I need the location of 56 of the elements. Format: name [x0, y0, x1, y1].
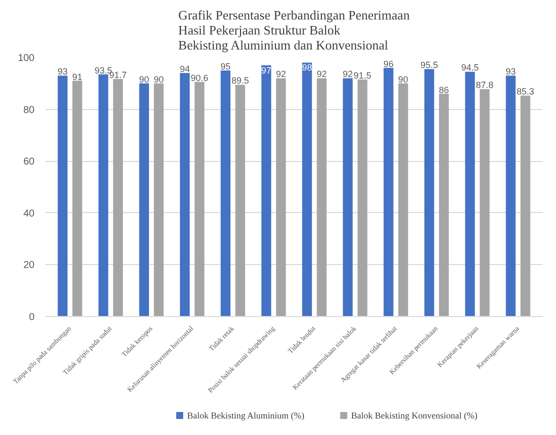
data-label: 86 — [438, 84, 449, 95]
bar — [180, 73, 190, 316]
data-label: 90 — [154, 74, 164, 84]
y-tick-label: 100 — [18, 53, 35, 64]
data-label: 91 — [72, 72, 82, 82]
bar — [358, 80, 368, 316]
bar — [506, 76, 516, 316]
data-label: 95 — [220, 61, 231, 72]
data-label: 92 — [316, 69, 327, 80]
bar — [58, 76, 68, 316]
bar — [261, 65, 272, 316]
bar — [220, 70, 230, 316]
bar — [194, 82, 204, 316]
bar — [113, 78, 123, 316]
data-label: 93 — [506, 66, 516, 77]
bar — [235, 84, 246, 316]
data-label: 96 — [384, 58, 394, 69]
legend-label: Balok Bekisting Konvensional (%) — [351, 410, 478, 420]
data-label: 90 — [398, 74, 408, 84]
bar — [439, 94, 449, 316]
bar — [72, 80, 82, 316]
y-tick-label: 60 — [23, 156, 35, 168]
bar — [424, 69, 434, 316]
legend-label: Balok Bekisting Aluminium (%) — [187, 410, 304, 420]
bar — [276, 78, 286, 316]
bar — [520, 96, 530, 316]
data-label: 92 — [342, 69, 353, 80]
data-label: 98 — [302, 62, 312, 73]
data-label: 90 — [139, 74, 150, 84]
bar — [342, 78, 353, 316]
data-label: 90.6 — [190, 72, 208, 83]
data-label: 94 — [180, 64, 190, 74]
data-label: 89.5 — [231, 76, 249, 86]
y-tick-label: 40 — [23, 208, 35, 220]
y-tick-label: 20 — [23, 260, 35, 272]
data-label: 93.5 — [94, 65, 112, 76]
data-label: 87.8 — [476, 80, 494, 90]
bar — [139, 83, 149, 316]
chart-title: Grafik Persentase Perbandingan Penerimaan Hasil Pekerjaan Struktur Balok Bekisting Aluminium dan Konvensional — [178, 8, 410, 52]
bar — [384, 68, 394, 316]
bar — [398, 83, 408, 316]
bar — [302, 62, 312, 316]
bar — [154, 83, 164, 316]
data-label: 85.3 — [516, 86, 534, 97]
y-tick-label: 0 — [28, 312, 35, 323]
data-label: 91.5 — [354, 70, 372, 81]
bar — [98, 74, 108, 316]
data-label: 97 — [261, 65, 272, 76]
data-label: 94.5 — [461, 62, 479, 73]
bar — [465, 72, 475, 316]
bar — [480, 89, 490, 316]
data-label: 93 — [58, 66, 68, 77]
data-label: 92 — [276, 69, 286, 80]
y-tick-label: 80 — [23, 104, 35, 116]
bar — [316, 78, 327, 316]
data-label: 95.5 — [420, 60, 438, 70]
